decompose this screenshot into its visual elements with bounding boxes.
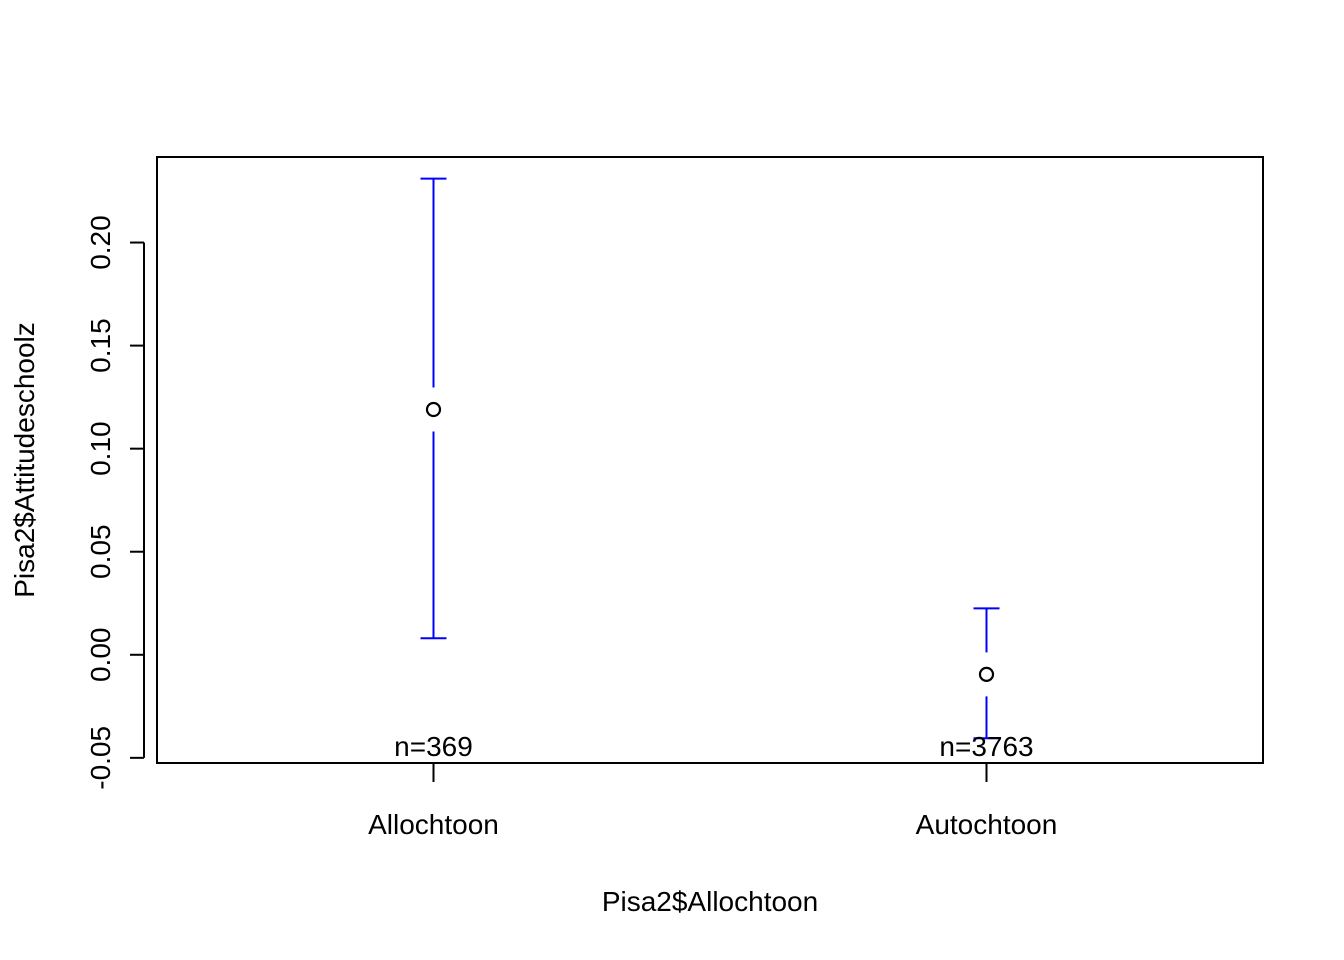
y-tick-label: 0.20 <box>85 215 116 270</box>
x-axis: Allochtoon Autochtoon <box>368 763 1057 840</box>
n-label: n=369 <box>394 731 473 762</box>
mean-point <box>978 666 995 682</box>
y-tick-label: 0.10 <box>85 421 116 476</box>
plot-frame <box>156 156 1264 764</box>
error-bars: n=369 n=3763 <box>394 177 1034 762</box>
mean-point <box>425 401 442 418</box>
x-tick-label: Autochtoon <box>916 809 1058 840</box>
n-label: n=3763 <box>939 731 1033 762</box>
y-tick-label: -0.05 <box>85 726 116 790</box>
y-axis: -0.05 0.00 0.05 0.10 0.15 0.20 <box>85 215 145 790</box>
y-tick-label: 0.05 <box>85 524 116 579</box>
x-axis-title: Pisa2$Allochtoon <box>602 886 818 917</box>
x-tick-label: Allochtoon <box>368 809 499 840</box>
y-axis-title: Pisa2$Attitudeschoolz <box>9 322 40 598</box>
y-tick-label: 0.00 <box>85 628 116 683</box>
y-tick-label: 0.15 <box>85 318 116 373</box>
